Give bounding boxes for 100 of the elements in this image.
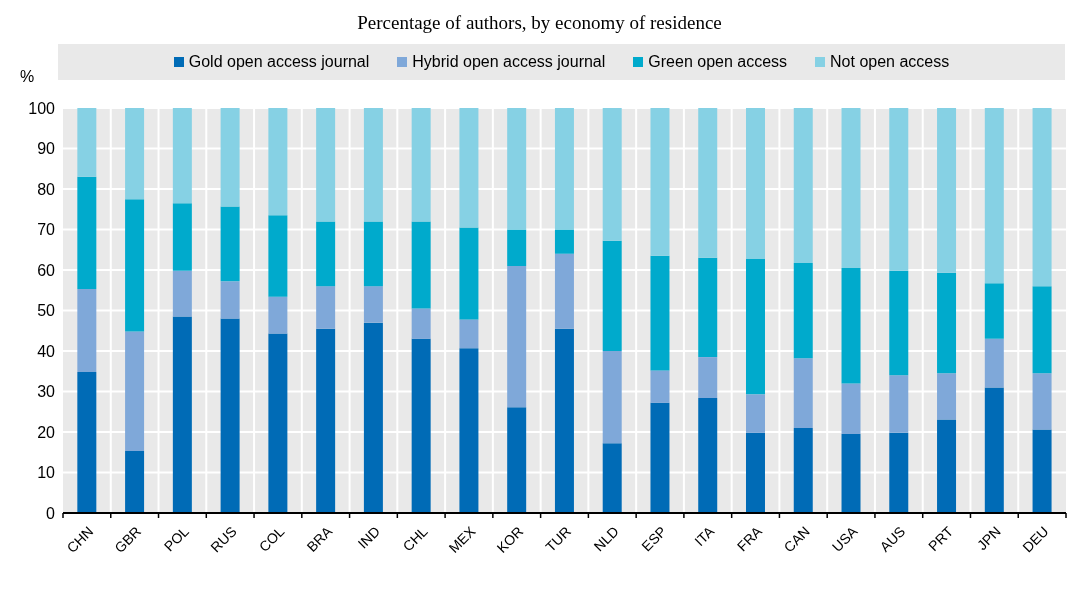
- y-tick-label: 40: [37, 342, 56, 360]
- bar: [937, 373, 957, 420]
- bar: [889, 432, 909, 513]
- bar: [841, 267, 861, 384]
- bar: [746, 394, 765, 433]
- x-tick-label: POL: [160, 523, 193, 555]
- bar: [602, 443, 622, 513]
- bar: [172, 316, 192, 513]
- x-tick-label: USA: [828, 522, 862, 555]
- bar: [984, 108, 1004, 284]
- legend-label: Gold open access journal: [188, 53, 370, 71]
- x-tick-label: CHL: [399, 523, 431, 555]
- bar: [746, 432, 765, 513]
- bar: [889, 375, 909, 433]
- bar: [125, 108, 145, 200]
- bar: [507, 265, 527, 408]
- bar: [459, 319, 479, 349]
- chart-title: Percentage of authors, by economy of residence: [356, 11, 723, 35]
- bar: [363, 221, 383, 287]
- bar: [316, 221, 336, 287]
- y-axis-title: %: [20, 68, 35, 86]
- bar: [77, 108, 97, 177]
- bar: [746, 108, 765, 260]
- bar: [650, 370, 670, 403]
- x-tick-label: IND: [354, 523, 383, 552]
- bar: [316, 286, 336, 329]
- bar: [77, 176, 97, 290]
- bar: [411, 308, 431, 339]
- bar: [937, 108, 957, 273]
- bar: [698, 357, 718, 398]
- bar: [650, 255, 670, 371]
- bar: [316, 328, 336, 513]
- bar: [220, 318, 240, 513]
- bar: [889, 270, 909, 376]
- bar: [554, 108, 574, 230]
- y-tick-label: 0: [46, 504, 56, 522]
- bar: [650, 402, 670, 513]
- bar: [411, 108, 431, 222]
- bar: [793, 358, 813, 428]
- bar: [268, 296, 288, 334]
- bar: [77, 372, 97, 513]
- bar: [984, 283, 1004, 339]
- bar: [268, 333, 288, 513]
- y-tick-label: 50: [37, 302, 56, 320]
- bar: [507, 407, 527, 513]
- y-tick-label: 10: [37, 464, 56, 482]
- bar: [793, 427, 813, 513]
- bar: [554, 253, 574, 329]
- y-tick-label: 30: [37, 383, 56, 401]
- bar: [507, 108, 527, 230]
- bar: [411, 221, 431, 309]
- bar: [125, 451, 145, 513]
- bar: [937, 272, 957, 374]
- bar: [363, 322, 383, 513]
- bar: [172, 108, 192, 204]
- bar: [841, 383, 861, 435]
- bar: [507, 229, 527, 266]
- y-tick-label: 80: [37, 180, 56, 198]
- bar: [459, 108, 479, 228]
- bar: [889, 108, 909, 271]
- legend-label: Hybrid open access journal: [412, 53, 606, 71]
- bar: [554, 328, 574, 513]
- bar: [411, 338, 431, 513]
- bar: [220, 206, 240, 282]
- bar: [363, 108, 383, 222]
- bar: [172, 203, 192, 271]
- x-tick-label: ITA: [691, 522, 718, 550]
- bar: [268, 215, 288, 297]
- bar: [984, 338, 1004, 388]
- y-tick-label: 70: [37, 221, 56, 239]
- bar: [220, 108, 240, 207]
- y-tick-label: 90: [37, 140, 56, 158]
- bar: [316, 108, 336, 222]
- bar: [1032, 373, 1052, 430]
- bar: [841, 108, 861, 268]
- bar: [793, 108, 813, 264]
- bar: [793, 263, 813, 359]
- bar: [602, 351, 622, 444]
- bar: [698, 397, 718, 513]
- bar: [77, 289, 97, 373]
- bar: [220, 281, 240, 319]
- bar: [650, 108, 670, 256]
- bar: [554, 229, 574, 254]
- legend-label: Green open access: [648, 53, 788, 71]
- y-tick-label: 100: [28, 99, 56, 117]
- x-tick-label: COL: [255, 523, 288, 555]
- bar: [602, 108, 622, 241]
- bar: [1032, 286, 1052, 374]
- bar: [602, 240, 622, 351]
- bar: [268, 108, 288, 216]
- bar: [125, 331, 145, 452]
- bar: [698, 257, 718, 358]
- bar: [459, 227, 479, 320]
- bar: [172, 270, 192, 317]
- x-tick-label: TUR: [542, 523, 574, 555]
- bar: [125, 199, 145, 332]
- legend-label: Not open access: [830, 53, 950, 71]
- bar: [1032, 108, 1052, 287]
- bar: [1032, 429, 1052, 513]
- y-tick-label: 60: [37, 261, 56, 279]
